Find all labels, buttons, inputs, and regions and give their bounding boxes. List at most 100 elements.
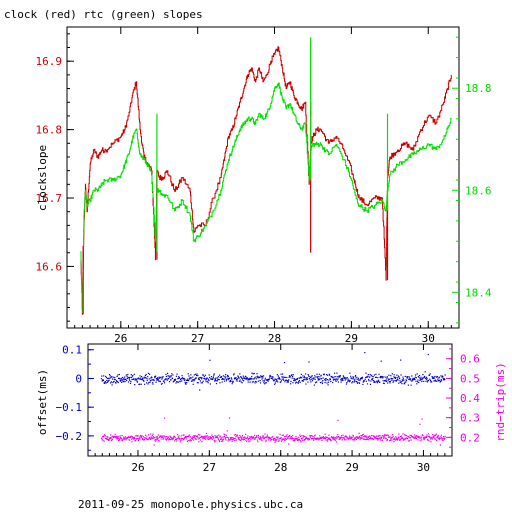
rnd-trip-point xyxy=(105,437,107,439)
rnd-trip-point xyxy=(155,436,157,438)
rnd-trip-point xyxy=(232,439,234,441)
rnd-trip-point xyxy=(325,439,327,441)
rnd-trip-point xyxy=(140,436,142,438)
offset-point xyxy=(106,379,108,381)
offset-point xyxy=(334,378,336,380)
offset-point xyxy=(125,378,127,380)
rnd-trip-point xyxy=(232,437,234,439)
rnd-trip-point xyxy=(224,434,226,436)
offset-point xyxy=(360,378,362,380)
rnd-trip-point xyxy=(407,440,409,442)
rnd-trip-point xyxy=(226,436,228,438)
offset-point xyxy=(345,377,347,379)
rnd-trip-point xyxy=(262,436,264,439)
offset-point xyxy=(377,380,379,383)
rnd-trip-point xyxy=(402,439,404,441)
offset-point xyxy=(154,377,156,379)
offset-point xyxy=(162,377,164,379)
rnd-trip-point xyxy=(316,437,318,439)
offset-point xyxy=(202,374,205,376)
rnd-trip-point xyxy=(302,436,304,438)
offset-point xyxy=(357,378,359,380)
rnd-trip-point xyxy=(414,437,416,440)
rnd-trip-point xyxy=(115,437,117,439)
offset-point xyxy=(291,374,293,376)
offset-point xyxy=(104,381,106,383)
offset-point xyxy=(282,373,284,375)
rnd-trip-point xyxy=(438,438,440,440)
rnd-trip-point xyxy=(128,436,130,438)
offset-point xyxy=(301,379,304,382)
offset-point xyxy=(257,380,260,382)
rnd-trip-point xyxy=(211,438,213,440)
offset-point xyxy=(317,379,319,381)
rnd-trip-point xyxy=(153,444,155,446)
offset-point xyxy=(210,378,212,380)
rnd-trip-point xyxy=(141,436,143,438)
rnd-trip-point xyxy=(416,435,418,437)
rnd-trip-point xyxy=(353,439,356,441)
rnd-trip-point xyxy=(188,436,190,438)
offset-point xyxy=(107,380,109,382)
offset-point xyxy=(230,379,232,382)
offset-point xyxy=(186,382,188,384)
rnd-trip-point xyxy=(154,439,156,441)
rnd-trip-point xyxy=(277,440,279,442)
left-y-tick-label: 0 xyxy=(75,372,82,385)
offset-point xyxy=(419,379,421,381)
offset-point xyxy=(443,379,445,381)
rnd-trip-point xyxy=(428,433,430,435)
offset-point xyxy=(156,378,158,380)
offset-point xyxy=(219,382,221,384)
rnd-trip-point xyxy=(324,437,326,439)
offset-point xyxy=(362,383,364,385)
offset-point xyxy=(126,379,128,382)
rnd-trip-point xyxy=(219,435,221,437)
offset-point xyxy=(329,379,331,381)
rnd-trip-point xyxy=(301,439,304,441)
offset-point xyxy=(333,378,335,381)
rnd-trip-point xyxy=(243,439,245,441)
rnd-trip-point xyxy=(360,437,362,439)
rnd-trip-point xyxy=(193,435,195,437)
rnd-trip-point xyxy=(294,439,296,441)
offset-point xyxy=(262,377,264,379)
rnd-trip-point xyxy=(146,435,148,437)
left-y-tick-label: 16.8 xyxy=(36,124,63,137)
rnd-trip-point xyxy=(272,436,274,438)
offset-point xyxy=(416,373,418,375)
offset-point xyxy=(215,377,217,379)
offset-point xyxy=(380,377,382,379)
rnd-trip-point xyxy=(380,437,382,440)
rnd-trip-point xyxy=(314,435,316,437)
offset-point xyxy=(212,376,214,378)
offset-point xyxy=(143,376,145,378)
rnd-trip-point xyxy=(387,434,389,436)
offset-point xyxy=(219,374,221,376)
rnd-trip-point xyxy=(116,438,118,440)
offset-point xyxy=(395,380,397,382)
offset-point xyxy=(355,380,357,383)
rnd-trip-point xyxy=(432,436,434,438)
offset-point xyxy=(186,379,189,381)
offset-point xyxy=(287,380,289,382)
rnd-trip-point xyxy=(301,434,303,437)
offset-point xyxy=(169,375,171,377)
offset-point xyxy=(158,376,160,378)
offset-point xyxy=(153,379,155,381)
offset-point xyxy=(343,376,345,378)
rnd-trip-point xyxy=(401,437,403,439)
rnd-trip-point xyxy=(241,436,243,438)
offset-point xyxy=(158,380,160,382)
rnd-trip-point xyxy=(278,440,280,442)
rnd-trip-point xyxy=(442,439,444,441)
offset-point xyxy=(316,373,318,375)
offset-point xyxy=(175,375,177,377)
rnd-trip-point xyxy=(319,437,322,440)
offset-point xyxy=(425,376,427,378)
rnd-trip-point xyxy=(144,439,146,441)
rnd-trip-point xyxy=(233,437,235,439)
rnd-trip-point xyxy=(383,436,385,439)
rnd-trip-point xyxy=(221,438,223,440)
offset-point xyxy=(326,382,328,384)
